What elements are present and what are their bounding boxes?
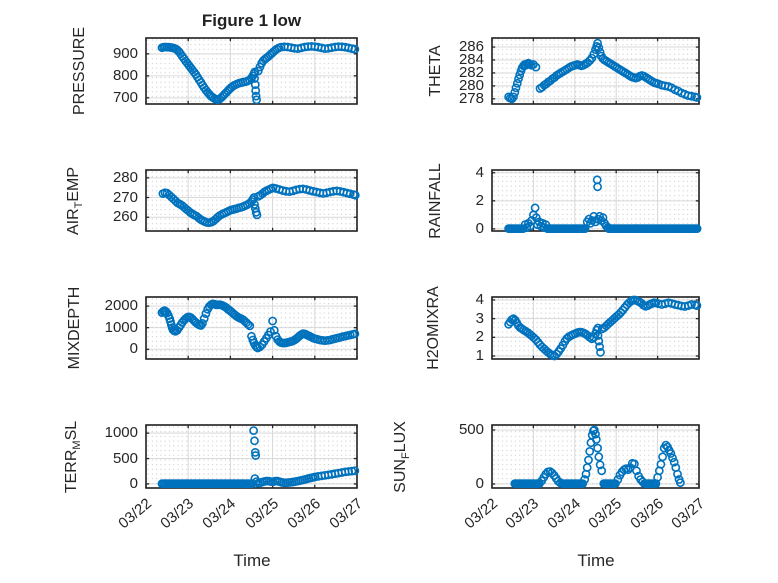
ytick-label-pressure: 700 xyxy=(112,88,138,106)
plot-area-mixdepth xyxy=(145,296,360,360)
ylabel-rainfall: RAINFALL xyxy=(427,162,444,239)
ytick-label-terr_msl: 500 xyxy=(112,449,138,467)
ytick-label-rainfall: 4 xyxy=(475,163,484,181)
plot-area-theta xyxy=(491,37,702,105)
ytick-label-theta: 284 xyxy=(458,51,484,68)
ytick-label-terr_msl: 0 xyxy=(129,474,138,492)
ytick-label-h2omixra: 3 xyxy=(475,309,484,327)
ytick-label-theta: 286 xyxy=(458,38,484,56)
ytick-label-terr_msl: 1000 xyxy=(104,424,138,442)
ylabel-mixdepth: MIXDEPTH xyxy=(66,286,83,370)
plot-area-sun_flux xyxy=(491,424,700,489)
ytick-label-theta: 280 xyxy=(458,76,484,94)
data-series-mixdepth xyxy=(157,299,360,353)
ytick-label-rainfall: 0 xyxy=(475,219,484,237)
ylabel-air_temp: AIRTEMP xyxy=(64,166,86,235)
ytick-label-pressure: 800 xyxy=(112,66,138,84)
ytick-label-mixdepth: 0 xyxy=(129,340,138,358)
data-series-h2omixra xyxy=(504,295,702,361)
ytick-label-theta: 282 xyxy=(458,63,484,81)
plot-area-terr_msl xyxy=(145,424,360,489)
ytick-label-pressure: 900 xyxy=(112,44,138,62)
ytick-label-h2omixra: 2 xyxy=(475,328,484,346)
ylabel-pressure: PRESSURE xyxy=(71,26,88,116)
plot-area-pressure xyxy=(145,37,360,105)
ytick-label-mixdepth: 1000 xyxy=(104,318,138,336)
data-series-rainfall xyxy=(504,175,702,233)
ytick-label-sun_flux: 0 xyxy=(475,475,484,492)
ytick-label-h2omixra: 1 xyxy=(475,347,484,364)
ytick-label-h2omixra: 4 xyxy=(475,290,484,308)
ylabel-sun_flux: SUNFLUX xyxy=(391,420,413,493)
xlabel-time-right: Time xyxy=(577,551,615,570)
data-series-sun_flux xyxy=(510,425,685,488)
ytick-label-sun_flux: 500 xyxy=(458,420,484,438)
plot-area-rainfall xyxy=(491,169,702,233)
plot-area-h2omixra xyxy=(491,295,702,361)
xlabel-time-left: Time xyxy=(233,551,271,570)
ytick-label-mixdepth: 2000 xyxy=(104,297,138,315)
ylabel-theta: THETA xyxy=(427,45,444,97)
ytick-label-air_temp: 270 xyxy=(112,188,138,206)
data-series-air_temp xyxy=(158,183,360,228)
ytick-label-air_temp: 280 xyxy=(112,168,138,186)
ylabel-h2omixra: H2OMIXRA xyxy=(425,286,442,370)
plot-area-air_temp xyxy=(145,169,360,232)
data-series-pressure xyxy=(157,41,360,105)
data-series-terr_msl xyxy=(157,426,360,489)
ytick-label-air_temp: 260 xyxy=(112,208,138,226)
ytick-label-rainfall: 2 xyxy=(475,191,484,209)
figure-title: Figure 1 low xyxy=(201,11,302,30)
data-series-theta xyxy=(504,38,702,104)
ylabel-terr_msl: TERRMSL xyxy=(62,420,84,493)
ytick-label-theta: 278 xyxy=(458,89,484,107)
